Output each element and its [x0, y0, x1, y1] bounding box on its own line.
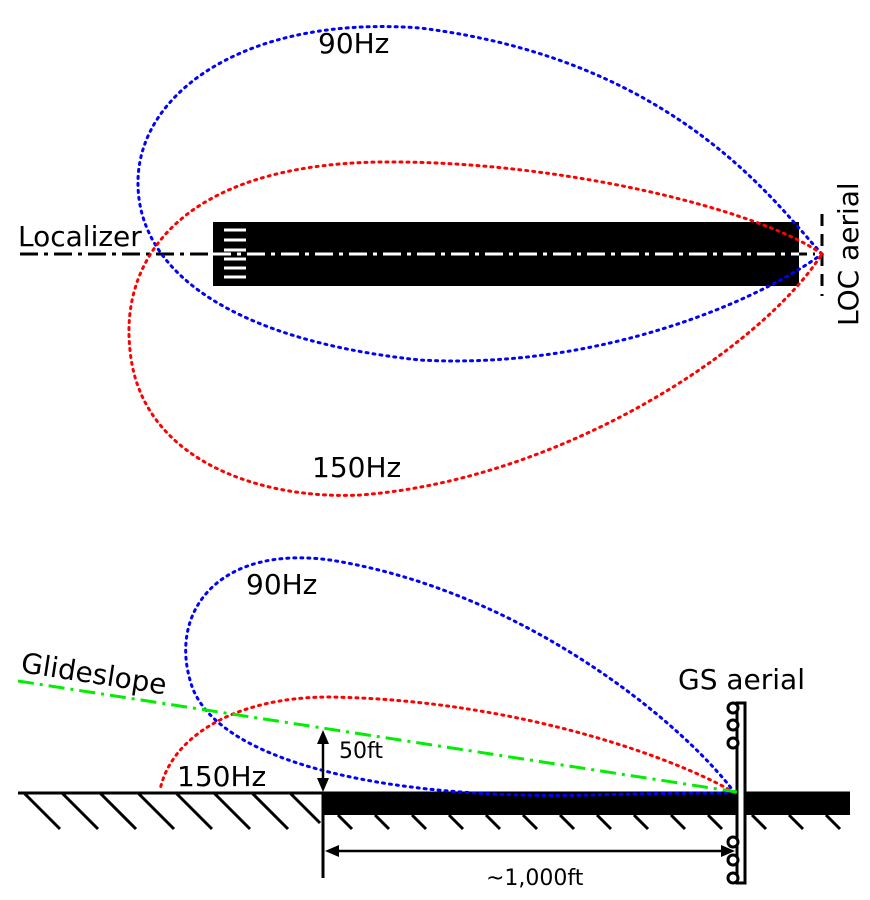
- lobe-90hz-glideslope: [184, 556, 739, 797]
- lobe-150hz-localizer: [127, 160, 825, 497]
- label-90hz-glideslope: 90Hz: [246, 568, 317, 601]
- glidepath-line: [17, 679, 738, 794]
- label-150hz-localizer: 150Hz: [312, 451, 401, 484]
- ground-hatching-runway: [336, 813, 842, 831]
- threshold-markings: [224, 228, 246, 279]
- label-gs-aerial: GS aerial: [678, 663, 805, 696]
- gs-aerial-elements: [726, 701, 740, 885]
- label-150hz-glideslope: 150Hz: [177, 760, 266, 793]
- label-50ft: 50ft: [339, 739, 383, 764]
- runway-plan: [213, 222, 799, 286]
- runway-side: [323, 793, 850, 815]
- gs-aerial-mast: [735, 701, 747, 885]
- distance-arrow: [325, 845, 735, 857]
- lobe-90hz-localizer: [136, 25, 825, 363]
- ground-hatching-left: [22, 791, 322, 831]
- label-localizer: Localizer: [18, 220, 142, 253]
- lobe-150hz-glideslope: [158, 695, 737, 795]
- label-1000ft: ~1,000ft: [486, 866, 584, 891]
- height-arrow: [317, 730, 329, 792]
- label-90hz-localizer: 90Hz: [318, 27, 389, 60]
- localizer-view: 90Hz 150Hz Localizer LOC aerial: [18, 25, 865, 497]
- label-loc-aerial: LOC aerial: [832, 182, 865, 326]
- glideslope-view: 90Hz 150Hz Glideslope GS aerial 50ft ~1,…: [17, 556, 850, 891]
